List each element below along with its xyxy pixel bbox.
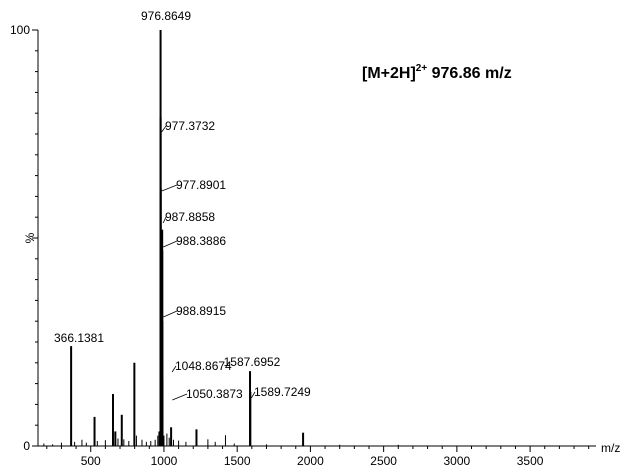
- title-main: [M+2H]: [362, 65, 416, 82]
- peak-label: 976.8649: [141, 9, 191, 23]
- x-axis-label: m/z: [601, 441, 620, 455]
- peak-label-leader: [163, 240, 178, 248]
- peak-label: 988.3886: [176, 234, 226, 248]
- axes: 0 100 500 1000 1500 2000 2500 3000 3500: [10, 23, 596, 468]
- x-ticks: 500 1000 1500 2000 2500 3000 3500: [46, 446, 590, 468]
- peak-label: 1048.8674: [175, 359, 232, 373]
- peak-label: 977.3732: [165, 119, 215, 133]
- chart-title: [M+2H]2+ 976.86 m/z: [362, 63, 512, 82]
- title-superscript: 2+: [416, 63, 428, 74]
- y-axis-label: %: [23, 232, 37, 243]
- peak-label-leader: [172, 393, 188, 401]
- x-tick-label: 500: [81, 454, 101, 468]
- peak-label-leader: [250, 391, 256, 399]
- peak-label: 366.1381: [54, 331, 104, 345]
- peak-label: 1587.6952: [224, 355, 281, 369]
- peak-label: 1050.3873: [186, 387, 243, 401]
- peak-label-leader: [163, 310, 178, 318]
- peak-label: 987.8858: [165, 210, 215, 224]
- y-tick-label: 100: [10, 23, 30, 37]
- x-tick-label: 3500: [517, 454, 544, 468]
- x-tick-label: 3000: [444, 454, 471, 468]
- y-tick-label: 0: [23, 439, 30, 453]
- peak-label-leader: [161, 184, 178, 192]
- peak-label: 977.8901: [176, 178, 226, 192]
- peak-label-leader: [162, 216, 167, 224]
- peak-label: 1589.7249: [254, 385, 311, 399]
- x-tick-label: 2500: [370, 454, 397, 468]
- y-ticks: 0 100: [10, 23, 38, 453]
- peak-labels: 366.1381 976.8649 977.3732 977.8901 987.8858…: [54, 9, 311, 401]
- x-tick-label: 1500: [224, 454, 251, 468]
- peak-label: 988.8915: [176, 304, 226, 318]
- x-tick-label: 1000: [151, 454, 178, 468]
- peak-label-leader: [161, 125, 167, 133]
- peaks: [43, 30, 399, 446]
- x-tick-label: 2000: [297, 454, 324, 468]
- peak-label-leader: [171, 365, 177, 373]
- title-rest: 976.86 m/z: [427, 65, 512, 82]
